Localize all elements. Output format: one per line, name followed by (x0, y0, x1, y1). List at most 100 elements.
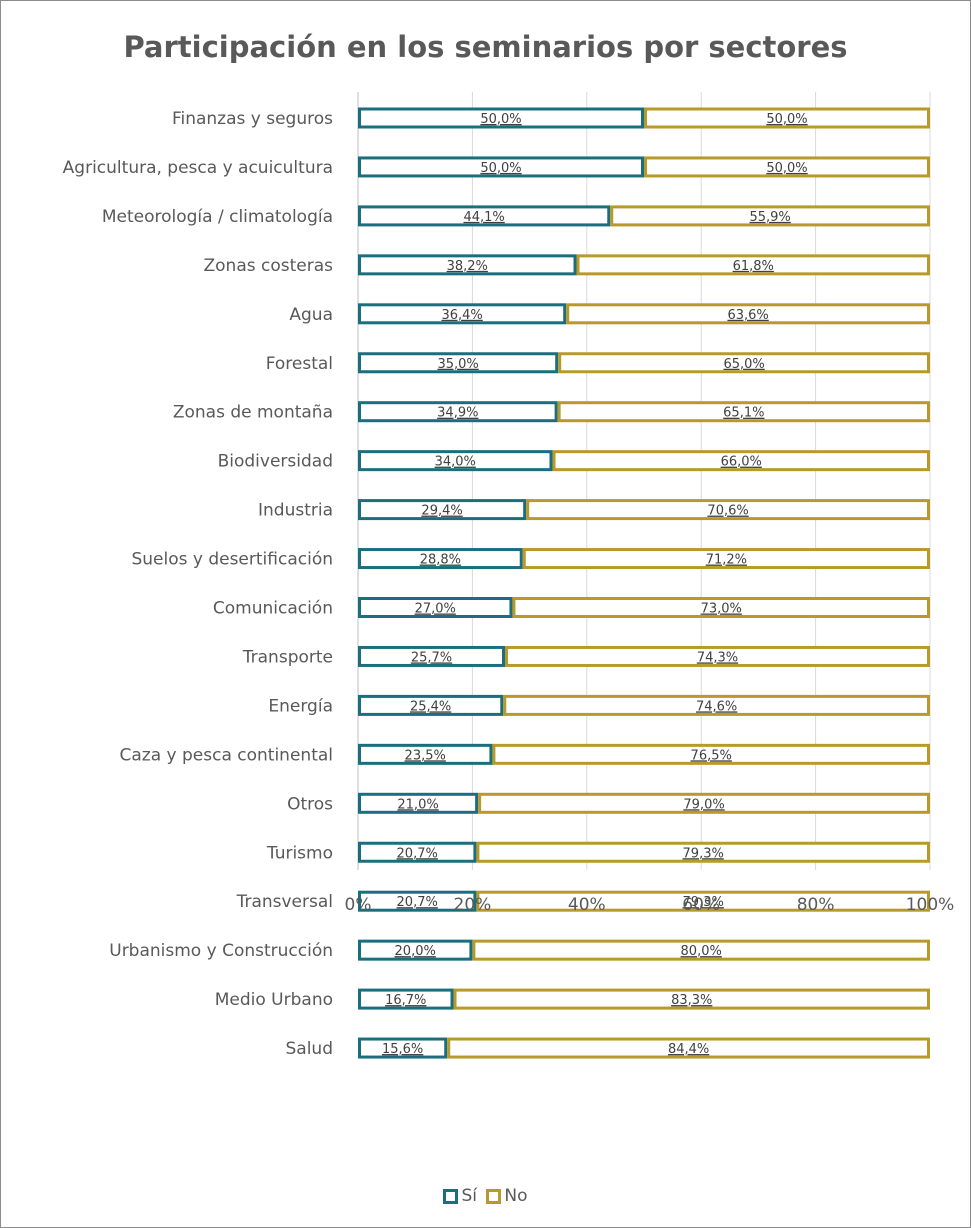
category-label: Energía (268, 696, 333, 716)
category-label: Agua (289, 305, 333, 325)
bar-si (358, 939, 473, 961)
data-label-si: 20,7% (397, 846, 438, 861)
bar-no (576, 254, 931, 276)
bar-si (358, 548, 523, 570)
bar-no (476, 890, 930, 912)
legend-item-si: Sí (443, 1186, 477, 1206)
data-label-si: 27,0% (415, 602, 456, 617)
data-label-si: 21,0% (397, 797, 438, 812)
data-label-si: 36,4% (441, 308, 482, 323)
bar-si (358, 107, 644, 129)
bar-no (526, 499, 931, 521)
bar-no (453, 988, 930, 1010)
data-label-no: 79,3% (683, 895, 724, 910)
x-tick-labels: 0% 20% 40% 60% 80% 100% (345, 895, 955, 915)
data-label-si: 20,0% (395, 944, 436, 959)
data-label-no: 80,0% (681, 944, 722, 959)
data-label-si: 38,2% (447, 259, 488, 274)
data-label-no: 50,0% (766, 161, 807, 176)
legend-swatch-si (443, 1188, 459, 1204)
data-label-no: 74,3% (697, 650, 738, 665)
legend-label-si: Sí (461, 1186, 477, 1206)
data-label-no: 83,3% (671, 993, 712, 1008)
data-label-no: 61,8% (733, 259, 774, 274)
bars: 50,0% 50,0% 50,0% 50,0% 44,1% 55,9% 38,2% 61,8%… (358, 107, 931, 1059)
bar-no (610, 205, 930, 227)
bar-si (358, 645, 506, 667)
bar-si (358, 254, 577, 276)
bar-si (358, 694, 504, 716)
bar-no (505, 645, 930, 667)
bar-no (472, 939, 930, 961)
data-label-si: 34,0% (435, 455, 476, 470)
bar-si (358, 352, 559, 374)
data-label-si: 34,9% (437, 406, 478, 421)
data-label-no: 65,1% (723, 406, 764, 421)
category-label: Industria (258, 501, 333, 521)
bar-si (358, 450, 553, 472)
category-label: Turismo (266, 843, 333, 863)
category-label: Zonas de montaña (173, 403, 333, 423)
data-label-si: 50,0% (480, 161, 521, 176)
data-label-no: 71,2% (706, 553, 747, 568)
category-label: Urbanismo y Construcción (109, 941, 333, 961)
data-label-no: 70,6% (707, 504, 748, 519)
data-label-no: 84,4% (668, 1042, 709, 1057)
data-label-no: 55,9% (749, 210, 790, 225)
category-label: Transporte (242, 647, 333, 667)
bar-no (522, 548, 931, 570)
bar-no (503, 694, 930, 716)
legend-swatch-no (486, 1188, 502, 1204)
data-label-no: 63,6% (727, 308, 768, 323)
category-label: Biodiversidad (218, 452, 333, 472)
bar-si (358, 1037, 448, 1059)
data-label-si: 23,5% (405, 748, 446, 763)
bar-no (644, 107, 930, 129)
bar-no (447, 1037, 930, 1059)
data-label-no: 74,6% (696, 699, 737, 714)
category-label: Forestal (266, 354, 333, 374)
data-label-no: 79,0% (683, 797, 724, 812)
data-label-si: 44,1% (463, 210, 504, 225)
x-tick-label: 20% (454, 895, 492, 915)
bar-no (566, 303, 930, 325)
bar-no (478, 792, 930, 814)
bar-si (358, 499, 527, 521)
category-label: Otros (287, 794, 333, 814)
legend: Sí No (0, 1186, 971, 1209)
bar-no (552, 450, 930, 472)
bar-si (358, 156, 644, 178)
chart-title: Participación en los seminarios por sect… (123, 30, 848, 64)
data-label-si: 25,4% (410, 699, 451, 714)
data-label-si: 25,7% (411, 650, 452, 665)
x-tick-label: 60% (682, 895, 720, 915)
bar-si (358, 597, 513, 618)
category-labels: Finanzas y seguros Agricultura, pesca y a… (63, 109, 333, 1059)
x-tick-label: 0% (345, 895, 372, 915)
data-label-no: 73,0% (701, 602, 742, 617)
category-label: Comunicación (213, 599, 333, 619)
bar-no (557, 401, 930, 423)
bar-no (644, 156, 930, 178)
data-label-si: 35,0% (437, 357, 478, 372)
legend-label-no: No (504, 1186, 528, 1206)
category-label: Agricultura, pesca y acuicultura (63, 158, 333, 178)
bar-si (358, 841, 477, 863)
data-label-si: 15,6% (382, 1042, 423, 1057)
category-label: Zonas costeras (204, 256, 334, 276)
bar-si (358, 890, 477, 912)
bar-no (512, 597, 930, 618)
data-label-si: 28,8% (420, 553, 461, 568)
data-label-no: 50,0% (766, 112, 807, 127)
bar-si (358, 303, 567, 325)
data-label-no: 65,0% (723, 357, 764, 372)
category-label: Suelos y desertificación (131, 550, 333, 570)
data-label-no: 66,0% (721, 455, 762, 470)
category-label: Caza y pesca continental (120, 745, 334, 765)
bar-si (358, 988, 454, 1010)
category-label: Finanzas y seguros (172, 109, 333, 129)
bar-no (476, 841, 930, 863)
data-label-si: 16,7% (385, 993, 426, 1008)
bar-si (358, 743, 493, 765)
